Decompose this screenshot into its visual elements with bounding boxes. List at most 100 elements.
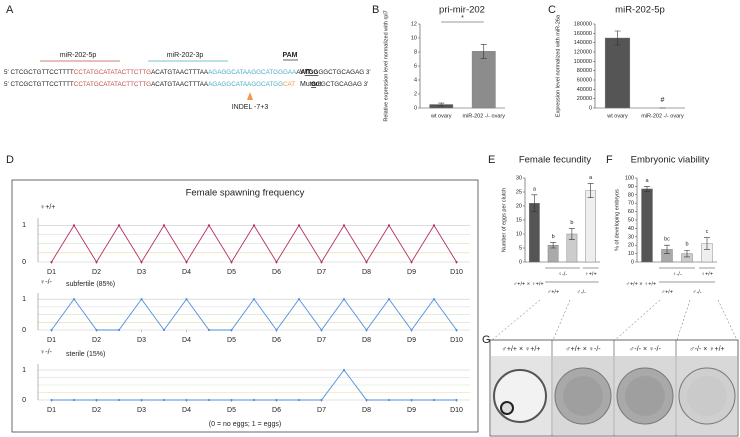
image-title: ♂+/+ × ♀-/- — [565, 346, 601, 353]
point — [95, 328, 98, 332]
point — [117, 398, 121, 402]
x-tick-label: D4 — [182, 407, 191, 414]
cross-label: ♀+/+ — [701, 271, 713, 277]
significance-letter: c — [706, 229, 709, 235]
x-tick-label: D9 — [407, 407, 416, 414]
point — [342, 224, 346, 227]
chart-label: ♀-/- — [40, 279, 53, 286]
significance-letter: b — [685, 242, 688, 248]
embryo — [493, 369, 547, 423]
y-tick-label: 0 — [22, 327, 26, 334]
x-tick-label: D8 — [362, 407, 371, 414]
y-tick-label: 1 — [22, 222, 26, 229]
point — [455, 260, 458, 264]
point — [342, 368, 346, 372]
embryo-inner — [625, 376, 665, 416]
x-tick-label: D5 — [227, 407, 236, 414]
genotype-tag: WT — [300, 69, 312, 76]
cross-label: ♂+/+ × ♀+/+ — [626, 281, 656, 287]
point — [252, 298, 256, 301]
y-tick-label: 80 — [628, 192, 634, 198]
point — [320, 260, 323, 264]
y-tick-label: 40000 — [577, 87, 592, 93]
point — [230, 328, 233, 332]
sequence-segment: TGG — [305, 69, 319, 76]
error-bar — [531, 194, 538, 212]
point — [185, 298, 188, 301]
y-tick-label: 50 — [628, 217, 634, 223]
panel-label: F — [606, 154, 613, 166]
significance-letter: a — [533, 186, 537, 192]
x-tick-label: D4 — [182, 337, 191, 344]
sequence-segment: CCTATGCATATACTTCTTG — [74, 81, 151, 88]
error-bar — [644, 186, 650, 192]
point — [365, 398, 368, 402]
sequence-segment: AGAGGCATAAGGCATGG — [208, 81, 283, 88]
x-tick-label: D3 — [137, 337, 146, 344]
point — [297, 224, 301, 227]
sequence-segment: AGAGGCATAAGGCATGGGAA — [208, 69, 297, 76]
x-tick-label: wt ovary — [606, 113, 628, 119]
y-tick-label: 0 — [589, 105, 592, 111]
cross-label: ♂-/- — [692, 289, 701, 295]
y-tick-label: 1 — [22, 296, 26, 303]
sequence-label: PAM — [282, 52, 297, 59]
point — [162, 224, 166, 227]
spawning-title: Female spawning frequency — [186, 188, 305, 199]
point — [50, 260, 53, 264]
sequence-segment: G — [311, 81, 316, 88]
point — [72, 224, 76, 227]
chart-title: miR-202-5p — [615, 5, 665, 16]
y-tick-label: 10 — [411, 35, 417, 41]
x-tick-label: D5 — [227, 269, 236, 276]
point — [297, 298, 301, 301]
y-tick-label: 80000 — [577, 68, 592, 74]
sequence-label: miR-202-3p — [167, 52, 204, 59]
x-tick-label: D1 — [47, 337, 56, 344]
chart-label: ♀-/- — [40, 349, 53, 356]
y-tick-label: 180000 — [574, 21, 592, 27]
y-tick-label: 0 — [22, 397, 26, 404]
cross-label: ♂+/+ × ♀+/+ — [513, 281, 543, 287]
chart-title: pri-mir-202 — [439, 5, 485, 16]
point — [162, 328, 166, 332]
x-tick-label: D9 — [407, 337, 416, 344]
chart-title: Embryonic viability — [631, 155, 710, 166]
point — [275, 260, 278, 264]
x-tick-label: miR-202 -/- ovary — [641, 113, 684, 119]
point — [410, 328, 413, 332]
point — [50, 328, 53, 332]
y-tick-label: 4 — [414, 77, 417, 83]
y-tick-label: 2 — [414, 91, 417, 97]
cross-label: ♀+/+ — [585, 271, 597, 277]
x-tick-label: D2 — [92, 407, 101, 414]
point — [230, 398, 233, 402]
point — [410, 260, 413, 264]
point — [455, 328, 458, 332]
y-tick-label: 30 — [628, 234, 634, 240]
spawning-frame — [11, 179, 479, 433]
sequence-segment: 5' CTCGCTGTTCCTTTT — [4, 81, 74, 88]
y-tick-label: 0 — [519, 259, 522, 265]
error-bar — [568, 228, 575, 240]
image-title: ♂+/+ × ♀+/+ — [502, 346, 541, 353]
sequence-segment: ACATGTAACTTTAA — [151, 81, 209, 88]
x-tick-label: D2 — [92, 337, 101, 344]
y-tick-label: 15 — [516, 217, 522, 223]
point — [320, 398, 323, 402]
significance-letter: a — [589, 175, 593, 181]
point — [72, 398, 76, 402]
bar — [641, 188, 653, 263]
point — [387, 224, 391, 227]
x-tick-label: D8 — [362, 337, 371, 344]
panel-label: E — [488, 154, 495, 166]
y-tick-label: 0 — [414, 105, 417, 111]
y-tick-label: 60000 — [577, 77, 592, 83]
point — [185, 398, 188, 402]
panel-label: C — [548, 4, 556, 16]
x-tick-label: D6 — [272, 269, 281, 276]
significance-letter: b — [570, 220, 573, 226]
y-axis-label: Relative expression level normalized wit… — [383, 10, 389, 121]
point — [140, 260, 143, 264]
